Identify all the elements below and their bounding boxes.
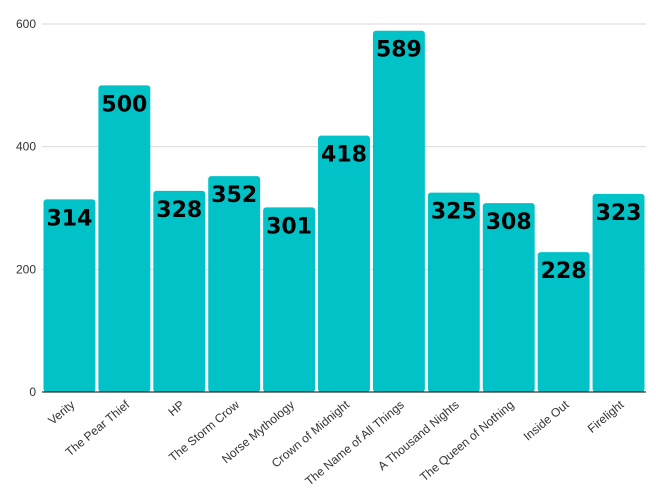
bars xyxy=(43,30,645,393)
bar xyxy=(153,190,206,392)
x-tick-label: HP xyxy=(165,398,187,419)
bar xyxy=(592,193,645,392)
bar xyxy=(43,199,96,392)
y-axis-ticks: 0 200 400 600 xyxy=(16,17,36,399)
y-tick-label: 400 xyxy=(16,140,36,154)
bar-value-label: 323 xyxy=(596,201,642,226)
bar xyxy=(372,30,425,392)
bar xyxy=(482,203,535,392)
bar xyxy=(263,207,316,392)
x-tick-label: Verity xyxy=(45,398,77,428)
bar xyxy=(208,176,261,392)
bar-value-label: 325 xyxy=(431,200,477,225)
bar xyxy=(427,192,480,392)
bar-value-label: 228 xyxy=(541,259,587,284)
bar-value-label: 500 xyxy=(101,92,147,117)
bar-value-label: 589 xyxy=(376,38,422,63)
x-tick-label: The Name of All Things xyxy=(302,398,406,489)
bar-value-label: 418 xyxy=(321,143,367,168)
x-tick-label: Firelight xyxy=(585,397,627,436)
x-tick-label: Inside Out xyxy=(521,397,572,443)
x-tick-label: The Queen of Nothing xyxy=(417,398,516,485)
y-tick-label: 0 xyxy=(29,385,36,399)
bar xyxy=(537,252,590,392)
bar-value-label: 308 xyxy=(486,210,532,235)
bar-value-label: 328 xyxy=(156,198,202,223)
y-tick-label: 600 xyxy=(16,17,36,31)
value-labels: 314 500 328 352 301 418 589 325 308 228 323 xyxy=(46,38,641,284)
y-tick-label: 200 xyxy=(16,262,36,276)
bar-value-label: 352 xyxy=(211,183,257,208)
bar-value-label: 301 xyxy=(266,214,312,239)
bar xyxy=(318,135,370,393)
bar xyxy=(98,85,151,392)
bar-value-label: 314 xyxy=(46,206,92,231)
